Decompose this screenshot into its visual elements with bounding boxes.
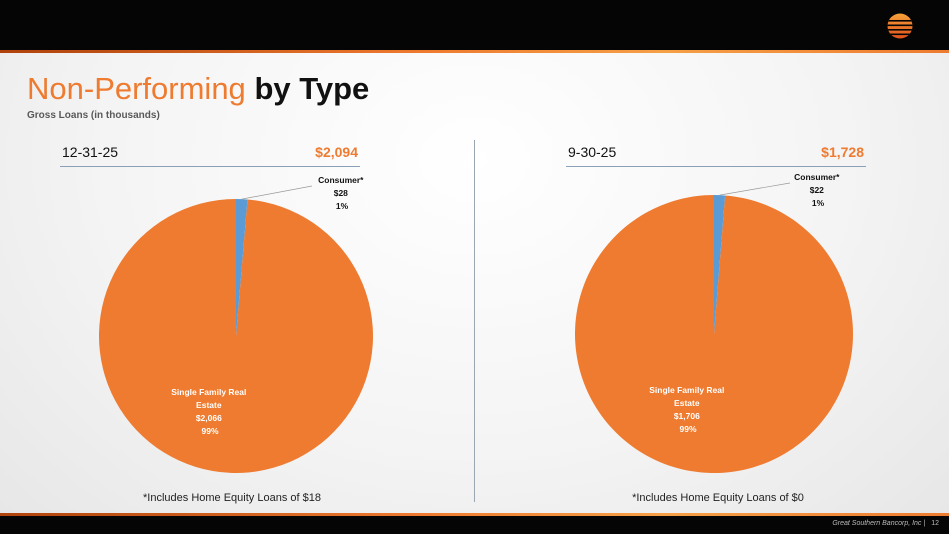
left-sf-name1: Single Family Real <box>171 387 246 397</box>
left-period-label: 12-31-25 <box>62 144 119 160</box>
left-total-label: $2,094 <box>315 144 358 160</box>
right-consumer-percent: 1% <box>812 198 825 208</box>
right-period-label: 9-30-25 <box>568 144 617 160</box>
right-sf-name1: Single Family Real <box>649 385 724 395</box>
left-sf-name2: Estate <box>196 400 222 410</box>
top-accent-line <box>0 50 949 53</box>
left-consumer-percent: 1% <box>336 201 349 211</box>
right-consumer-name: Consumer* <box>794 172 840 182</box>
right-consumer-label: Consumer* $22 1% <box>794 172 842 208</box>
page-title: Non-Performing by Type <box>27 71 370 106</box>
left-consumer-label: Consumer* $28 1% <box>318 175 366 211</box>
top-banner <box>0 0 949 50</box>
panel-divider <box>474 140 475 502</box>
right-sf-percent: 99% <box>679 424 696 434</box>
page-title-part2: by Type <box>254 71 370 106</box>
page-subtitle: Gross Loans (in thousands) <box>27 110 160 121</box>
bottom-accent-line <box>0 513 949 516</box>
left-sf-value: $2,066 <box>196 413 222 423</box>
bottom-banner <box>0 516 949 534</box>
left-pie-chart: Consumer* $28 1% Single Family Real Esta… <box>98 175 373 473</box>
page-title-part1: Non-Performing <box>27 71 246 106</box>
right-slice-consumer <box>714 195 726 334</box>
right-slice-single-family <box>574 195 853 474</box>
right-total-label: $1,728 <box>821 144 864 160</box>
left-sf-percent: 99% <box>201 426 218 436</box>
left-slice-single-family <box>98 199 373 473</box>
right-footnote: *Includes Home Equity Loans of $0 <box>632 492 804 504</box>
page-number: 12 <box>931 520 939 527</box>
right-consumer-value: $22 <box>810 185 824 195</box>
footer-company: Great Southern Bancorp, Inc <box>832 520 922 527</box>
left-consumer-leader-line <box>241 185 313 200</box>
right-sf-name2: Estate <box>674 398 700 408</box>
left-footnote: *Includes Home Equity Loans of $18 <box>143 492 321 504</box>
right-single-family-label: Single Family Real Estate $1,706 99% <box>649 385 727 434</box>
left-consumer-name: Consumer* <box>318 175 364 185</box>
right-panel-header: 9-30-25 $1,728 <box>566 144 866 167</box>
right-consumer-leader-line <box>719 182 791 196</box>
left-consumer-value: $28 <box>334 188 348 198</box>
company-logo-icon <box>887 13 913 39</box>
left-panel-header: 12-31-25 $2,094 <box>60 144 360 167</box>
right-pie-chart: Consumer* $22 1% Single Family Real Esta… <box>574 172 853 474</box>
left-single-family-label: Single Family Real Estate $2,066 99% <box>171 387 249 436</box>
right-sf-value: $1,706 <box>674 411 700 421</box>
footer-text: Great Southern Bancorp, Inc | 12 <box>832 520 939 527</box>
left-slice-consumer <box>236 199 248 336</box>
